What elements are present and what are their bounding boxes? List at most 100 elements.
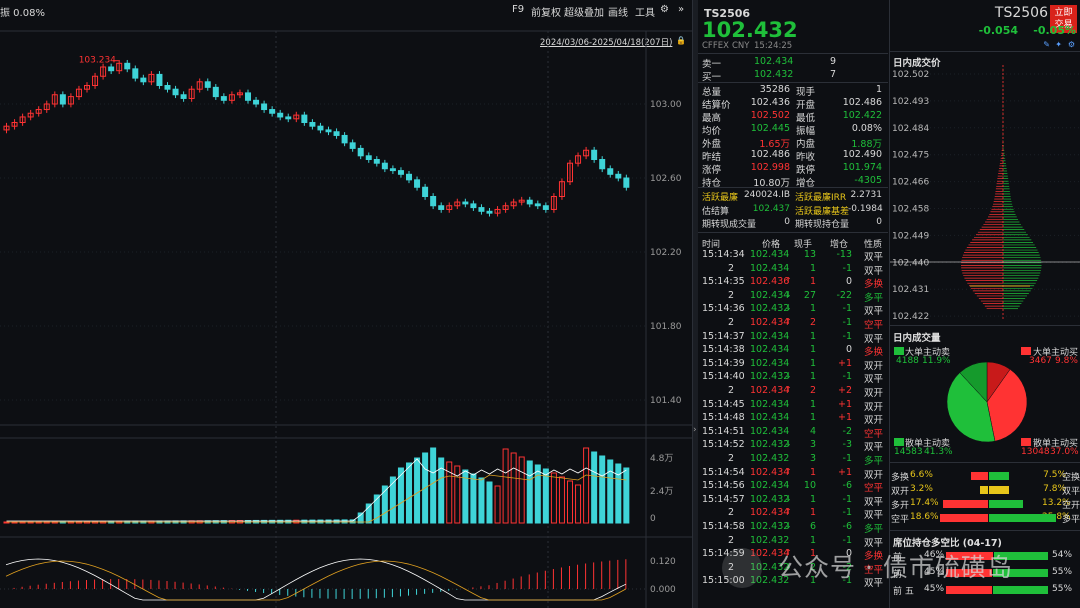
candle — [269, 109, 276, 114]
vp-price-level: 102.502 — [892, 70, 929, 80]
volume-bar — [518, 456, 525, 524]
ticks-header-cell: 增仓 — [830, 240, 849, 250]
position-label: 前 — [893, 570, 903, 580]
collapse-icon[interactable]: » — [678, 4, 685, 15]
tick-price: 102.434 — [750, 317, 790, 328]
tick-volume: 1 — [809, 575, 816, 587]
draw-button[interactable]: 画线 — [608, 8, 628, 19]
order-book-label: 买一 — [702, 72, 722, 83]
overlay-button[interactable]: 超级叠加 — [564, 8, 604, 19]
nature-right-pct: 7.8% — [1043, 484, 1066, 494]
tick-nature: 双开 — [864, 360, 884, 372]
nature-right-bar — [989, 514, 1057, 522]
volume-bar — [623, 467, 630, 524]
stat-label: 总量 — [702, 87, 722, 98]
position-short-pct: 55% — [1052, 567, 1073, 577]
tick-oi-change: -1 — [842, 453, 852, 464]
nature-right-bar — [989, 472, 1009, 480]
tick-price: 102.432 — [750, 575, 790, 587]
stat-value: 102.486 — [750, 149, 790, 160]
volume-bar — [478, 477, 485, 524]
candle — [575, 155, 582, 164]
tick-price: 102.434 — [750, 330, 790, 342]
tick-time: 15:14:36 — [702, 303, 745, 315]
pin-icon[interactable]: ✦ — [1055, 40, 1062, 49]
stat-label: 结算价 — [702, 100, 731, 111]
stat-value: 102.490 — [842, 149, 882, 160]
tick-oi-change: -3 — [842, 439, 852, 451]
arrow-down-icon: ↓ — [785, 493, 792, 503]
volume-bar — [365, 503, 372, 524]
order-book-price: 102.434 — [754, 56, 794, 67]
gear-icon[interactable]: ⚙ — [660, 4, 669, 15]
nature-right-label: 空开 — [1062, 501, 1080, 511]
stat-value: 101.974 — [842, 162, 882, 173]
order-book-label: 卖一 — [702, 59, 722, 70]
date-range[interactable]: 2024/03/06-2025/04/18(207日) — [540, 38, 673, 48]
position-long-bar — [946, 569, 992, 577]
edit-icon[interactable]: ✎ — [1043, 40, 1050, 49]
candle — [188, 88, 195, 99]
arrow-up-icon: ↑ — [785, 507, 792, 517]
pie-slice-big-sell — [959, 361, 988, 403]
symbol-label: TS2506 — [704, 7, 751, 20]
candle — [3, 125, 10, 131]
candle — [414, 179, 421, 188]
tick-price: 102.434 — [750, 480, 790, 492]
candle — [599, 159, 606, 170]
big-buy-value: 3467 — [1029, 356, 1052, 366]
tick-volume: 1 — [809, 344, 816, 356]
stat-value: 102.445 — [750, 123, 790, 134]
lock-icon[interactable]: 🔒 — [676, 36, 686, 45]
volume-bar — [309, 519, 316, 524]
ctd-value: 0 — [876, 217, 882, 227]
candle — [454, 201, 461, 207]
arrow-down-icon: ↓ — [785, 439, 792, 449]
volume-bar — [341, 519, 348, 524]
tick-nature: 多换 — [864, 347, 884, 359]
price-axis-tick: 101.40 — [650, 396, 682, 406]
tick-oi-change: -6 — [842, 480, 852, 492]
candle — [164, 85, 171, 90]
tick-oi-change: 0 — [845, 344, 852, 356]
volume-bar — [430, 447, 437, 524]
kline-chart-pane[interactable]: 振 0.08% F9 前复权 超级叠加 画线 工具 ⚙ » 2024/03/06… — [0, 0, 692, 608]
tick-nature: 双平 — [864, 374, 884, 386]
candle — [220, 96, 227, 101]
tick-volume: 3 — [809, 453, 816, 464]
tick-nature: 双开 — [864, 401, 884, 413]
tick-nature: 双平 — [864, 537, 884, 549]
candle — [558, 181, 565, 197]
tools-button[interactable]: 工具 — [635, 8, 655, 19]
tick-price: 102.432 — [750, 303, 790, 315]
candle — [381, 162, 388, 170]
settings-icon[interactable]: ⚙ — [1067, 40, 1075, 49]
nature-left-label: 多开 — [891, 501, 910, 511]
trade-now-button[interactable]: 立即 交易 — [1050, 5, 1077, 33]
candle — [486, 210, 493, 214]
candle — [116, 62, 123, 72]
price-axis-tick: 101.80 — [650, 322, 682, 332]
candle — [84, 85, 90, 90]
tick-nature: 空平 — [864, 483, 884, 495]
stat-value: 10.80万 — [753, 178, 790, 189]
tick-oi-change: +1 — [837, 412, 852, 424]
candle — [180, 94, 187, 99]
panel-splitter[interactable]: › — [692, 0, 698, 608]
nature-left-pct: 3.2% — [910, 484, 933, 494]
candle — [245, 92, 251, 101]
f9-button[interactable]: F9 — [512, 4, 525, 15]
expand-icon[interactable]: › — [693, 425, 697, 435]
nature-left-bar — [942, 500, 988, 508]
position-label: 前 五 — [893, 587, 914, 597]
arrow-down-icon: ↓ — [785, 303, 792, 313]
tick-nature: 双平 — [864, 265, 884, 277]
adjust-button[interactable]: 前复权 — [531, 8, 561, 19]
pie-slice-small-sell — [946, 372, 996, 443]
volume-profile: 102.502 102.493 102.484 102.475 102.466 102.4… — [890, 65, 1080, 322]
tick-nature: 多平 — [864, 292, 884, 304]
tick-volume: 1 — [809, 398, 816, 410]
candle — [59, 94, 66, 105]
ctd-label: 期转现成交量 — [702, 220, 757, 230]
candle — [236, 92, 243, 96]
